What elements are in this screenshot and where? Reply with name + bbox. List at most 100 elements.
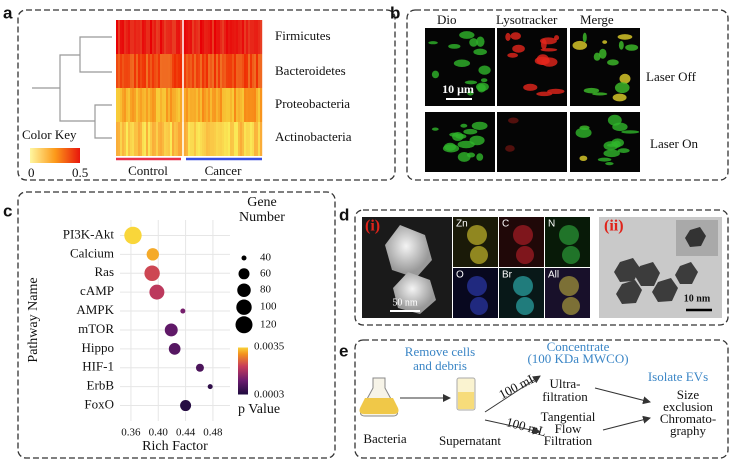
group-label: Cancer (205, 163, 242, 178)
heat-cell (144, 88, 147, 122)
heat-cell (158, 20, 161, 54)
signal (448, 43, 461, 49)
heat-cell (146, 88, 149, 122)
heat-cell (216, 122, 219, 156)
heat-cell (176, 54, 179, 88)
heat-cell (220, 122, 223, 156)
heat-cell (124, 54, 127, 88)
heat-cell (134, 88, 137, 122)
heat-cell (116, 20, 119, 54)
heat-cell (144, 122, 147, 156)
taxon-label: Proteobacteria (275, 96, 350, 111)
signal (597, 157, 612, 162)
heat-cell (208, 54, 211, 88)
panel-box (406, 9, 729, 181)
step-label: Filtration (544, 433, 593, 448)
heat-cell (180, 54, 183, 88)
legend-label: 120 (260, 318, 277, 330)
step-label: Ultra- (549, 376, 580, 391)
heat-cell (214, 122, 217, 156)
heat-cell (218, 122, 221, 156)
heat-cell (184, 122, 187, 156)
sub-label: (ii) (604, 218, 624, 235)
heat-cell (140, 88, 143, 122)
signal (547, 88, 565, 95)
step-note: Concentrate (547, 339, 610, 354)
heat-cell (176, 88, 179, 122)
signal (471, 121, 488, 130)
legend-label: 60 (260, 267, 272, 279)
heat-cell (118, 88, 121, 122)
signal (469, 38, 478, 47)
heat-cell (140, 122, 143, 156)
heat-cell (216, 20, 219, 54)
heat-cell (210, 122, 213, 156)
heat-cell (232, 122, 235, 156)
heat-cell (130, 20, 133, 54)
element-label: All (548, 270, 559, 281)
heat-cell (126, 54, 129, 88)
heat-cell (118, 20, 121, 54)
heat-cell (116, 122, 119, 156)
signal (431, 127, 439, 131)
heat-cell (226, 88, 229, 122)
heat-cell (222, 20, 225, 54)
color-key (30, 148, 80, 163)
heat-cell (174, 54, 177, 88)
heat-cell (152, 122, 155, 156)
step-note: and debris (413, 358, 467, 373)
heat-cell (188, 122, 191, 156)
heat-cell (214, 54, 217, 88)
heat-cell (152, 88, 155, 122)
heat-cell (126, 88, 129, 122)
legend-title: Gene (247, 195, 277, 210)
element-label: C (502, 219, 509, 230)
heat-cell (232, 54, 235, 88)
signal (575, 127, 592, 138)
heat-cell (184, 88, 187, 122)
heat-cell (226, 20, 229, 54)
heat-cell (248, 88, 251, 122)
panel-label: b (390, 3, 400, 22)
heat-cell (120, 88, 123, 122)
heat-cell (208, 88, 211, 122)
heat-cell (146, 54, 149, 88)
signal (605, 162, 614, 166)
signal (592, 92, 608, 96)
legend-label: 40 (260, 252, 272, 264)
heat-cell (228, 122, 231, 156)
step-label: Chromato- (660, 411, 716, 426)
heat-cell (192, 54, 195, 88)
signal (606, 143, 618, 147)
heat-cell (128, 54, 131, 88)
y-tick-label: Calcium (70, 245, 114, 260)
heat-cell (152, 20, 155, 54)
heat-cell (154, 88, 157, 122)
column-label: Merge (580, 12, 614, 27)
heat-cell (198, 54, 201, 88)
signal (512, 44, 525, 53)
heat-cell (192, 88, 195, 122)
signal (476, 153, 484, 161)
heat-cell (184, 20, 187, 54)
heat-cell (236, 20, 239, 54)
legend-label: 100 (260, 301, 277, 313)
heat-cell (172, 20, 175, 54)
heat-cell (160, 88, 163, 122)
scale-bar-label: 50 nm (392, 297, 418, 308)
heat-cell (122, 122, 125, 156)
heat-cell (152, 54, 155, 88)
color-key-label: 0.5 (72, 165, 88, 180)
particle (393, 272, 436, 314)
step-note: Isolate EVs (648, 369, 708, 384)
heat-cell (200, 88, 203, 122)
plot-area (120, 220, 230, 421)
row-label: Laser Off (646, 69, 697, 84)
heat-cell (168, 54, 171, 88)
signal (431, 70, 440, 79)
heat-cell (198, 88, 201, 122)
heat-cell (158, 122, 161, 156)
heat-cell (178, 20, 181, 54)
y-tick-label: FoxO (84, 397, 114, 412)
heat-cell (224, 122, 227, 156)
